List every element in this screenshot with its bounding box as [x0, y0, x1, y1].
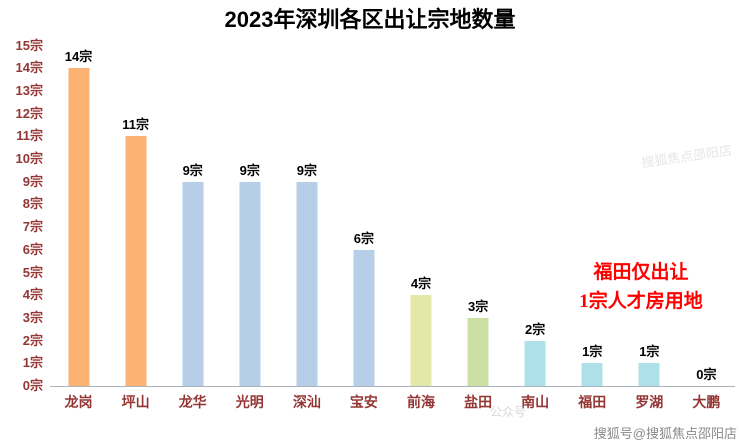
y-axis-tick-label: 9宗 [22, 173, 43, 189]
x-axis-category-label: 大鹏 [692, 394, 721, 410]
y-axis-tick-label: 7宗 [22, 219, 43, 235]
bar-column: 3宗 [450, 38, 507, 386]
x-axis-category-label: 宝安 [349, 394, 378, 410]
x-axis: 龙岗 坪山 龙华 光明 深汕 宝安 前海 盐田 南山 福田 罗湖 大鹏 [50, 392, 735, 412]
bar [296, 181, 318, 386]
x-axis-category-label: 龙岗 [64, 394, 93, 410]
annotation-text: 福田仅出让 1宗人才房用地 [545, 258, 737, 317]
bar-value-label: 6宗 [353, 230, 375, 246]
bar-column: 9宗 [164, 38, 221, 386]
watermark-faint-center: 公众号 [490, 405, 527, 419]
bar-column: 0宗 [678, 38, 735, 386]
bar [182, 181, 204, 386]
x-axis-category-label: 罗湖 [635, 394, 664, 410]
y-axis-tick-label: 3宗 [22, 309, 43, 325]
y-axis-tick-label: 6宗 [22, 241, 43, 257]
x-axis-category-label: 盐田 [464, 394, 493, 410]
bar-column: 11宗 [107, 38, 164, 386]
bar-value-label: 1宗 [639, 344, 660, 360]
y-axis-tick-label: 15宗 [15, 37, 43, 53]
y-axis-tick-label: 11宗 [16, 128, 43, 144]
bar-value-label: 3宗 [467, 298, 489, 314]
watermark-bottom-right: 搜狐号@搜狐焦点邵阳店 [593, 426, 737, 441]
y-axis-tick-label: 14宗 [15, 60, 43, 76]
bar-value-label: 9宗 [239, 162, 260, 178]
x-axis-category-label: 南山 [521, 394, 550, 410]
bar-value-label: 4宗 [410, 276, 432, 292]
y-axis-tick-label: 4宗 [22, 287, 43, 303]
y-axis-tick-label: 2宗 [22, 332, 43, 348]
y-axis-tick-label: 0宗 [22, 378, 43, 393]
bar-column: 14宗 [50, 38, 107, 386]
bar-column: 6宗 [335, 38, 392, 386]
x-axis-category-label: 光明 [235, 394, 264, 410]
bar-value-label: 14宗 [64, 49, 93, 65]
bar [125, 136, 147, 386]
bar [68, 68, 90, 386]
annotation-line-2: 1宗人才房用地 [579, 291, 703, 313]
y-axis-tick-label: 5宗 [22, 264, 43, 280]
bar-column: 9宗 [221, 38, 278, 386]
bar-value-label: 9宗 [182, 162, 203, 178]
x-axis-category-label: 龙华 [178, 394, 207, 410]
bar-chart-plot-area: 14宗 11宗 9宗 9宗 9宗 6宗 4宗 3宗 2宗 1宗 1宗 0宗 [50, 38, 735, 387]
y-axis-tick-label: 1宗 [22, 355, 43, 371]
bar-column: 9宗 [278, 38, 335, 386]
y-axis-tick-label: 13宗 [15, 82, 43, 98]
bar [239, 181, 261, 386]
bar [581, 363, 603, 386]
bar-value-label: 1宗 [582, 344, 603, 360]
y-axis: 0宗 1宗 2宗 3宗 4宗 5宗 6宗 7宗 8宗 9宗 10宗 11宗 12宗 13宗 14宗 15宗 [0, 37, 48, 394]
bar-column: 4宗 [392, 38, 449, 386]
bar-value-label: 9宗 [296, 162, 317, 178]
bar-column: 1宗 [564, 38, 621, 386]
y-axis-tick-label: 8宗 [22, 196, 43, 212]
y-axis-tick-label: 12宗 [15, 105, 43, 121]
bar-value-label: 2宗 [525, 321, 546, 337]
bar [638, 363, 660, 386]
bar [467, 317, 489, 386]
bar-value-label: 11宗 [122, 117, 149, 133]
bar [353, 249, 375, 386]
y-axis-tick-label: 10宗 [15, 151, 43, 166]
chart-title: 2023年深圳各区出让宗地数量 [224, 7, 516, 32]
x-axis-category-label: 深汕 [292, 394, 321, 410]
bar-column: 1宗 [621, 38, 678, 386]
x-axis-category-label: 前海 [407, 394, 435, 410]
x-axis-category-label: 福田 [578, 394, 607, 410]
bar [410, 295, 432, 386]
bar [524, 340, 546, 386]
x-axis-category-label: 坪山 [121, 394, 150, 410]
bar-value-label: 0宗 [696, 367, 717, 382]
bar-column: 2宗 [507, 38, 564, 386]
annotation-line-1: 福田仅出让 [593, 262, 689, 283]
